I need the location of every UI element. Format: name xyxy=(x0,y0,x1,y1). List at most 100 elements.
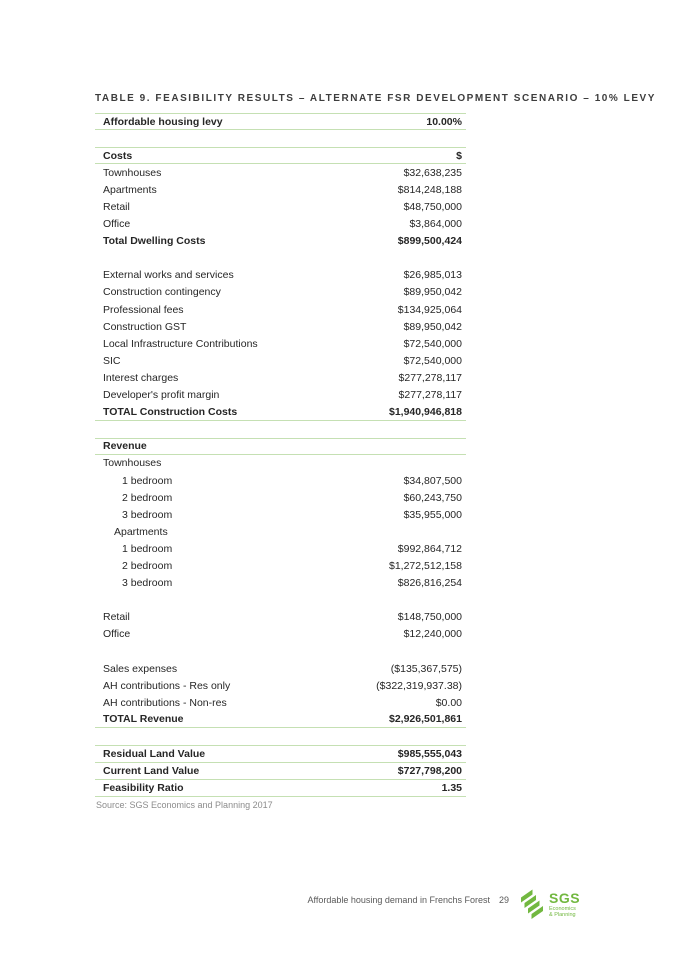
row-value: $0.00 xyxy=(435,696,462,709)
row-label: Local Infrastructure Contributions xyxy=(103,337,258,350)
table-row: Total Dwelling Costs $899,500,424 xyxy=(95,233,466,250)
row-label: Townhouses xyxy=(103,457,162,470)
row-value: $277,278,117 xyxy=(398,389,462,402)
row-label: 1 bedroom xyxy=(122,542,173,555)
table-row: Retail $148,750,000 xyxy=(95,609,466,626)
row-value: $1,940,946,818 xyxy=(389,405,462,418)
row-label: SIC xyxy=(103,354,121,367)
row-value: $148,750,000 xyxy=(397,611,462,624)
table-row: Local Infrastructure Contributions $72,54… xyxy=(95,335,466,352)
row-label: Townhouses xyxy=(103,166,162,179)
row-label: 1 bedroom xyxy=(122,474,173,487)
table-row: Current Land Value $727,798,200 xyxy=(95,763,466,780)
source-note: Source: SGS Economics and Planning 2017 xyxy=(96,800,273,810)
table-spacer-row xyxy=(95,592,466,609)
row-label: 3 bedroom xyxy=(122,577,173,590)
table-row: 2 bedroom $60,243,750 xyxy=(95,489,466,506)
row-value: ($135,367,575) xyxy=(390,662,462,675)
row-label: Office xyxy=(103,628,131,641)
row-value: $35,955,000 xyxy=(403,508,462,521)
table-row: Townhouses $32,638,235 xyxy=(95,164,466,181)
table-row: SIC $72,540,000 xyxy=(95,352,466,369)
table-spacer-row xyxy=(95,643,466,660)
row-label: AH contributions - Res only xyxy=(103,679,231,692)
row-value: $3,864,000 xyxy=(409,218,462,231)
table-row: Construction GST $89,950,042 xyxy=(95,318,466,335)
table-row: Residual Land Value $985,555,043 xyxy=(95,745,466,763)
row-label: 2 bedroom xyxy=(122,491,173,504)
row-value: $899,500,424 xyxy=(397,235,462,248)
row-value: $2,926,501,861 xyxy=(389,713,462,726)
row-value: $72,540,000 xyxy=(403,354,462,367)
row-label: Professional fees xyxy=(103,303,184,316)
table-row: Apartments xyxy=(95,523,466,540)
row-value: $89,950,042 xyxy=(403,320,462,333)
footer-doc-title: Affordable housing demand in Frenchs For… xyxy=(308,895,509,905)
table-title: TABLE 9. FEASIBILITY RESULTS – ALTERNATE… xyxy=(95,93,657,104)
footer-title-text: Affordable housing demand in Frenchs For… xyxy=(307,895,490,905)
row-value: $60,243,750 xyxy=(403,491,462,504)
table-row: AH contributions - Res only ($322,319,937… xyxy=(95,677,466,694)
row-label: AH contributions - Non-res xyxy=(103,696,227,709)
table-row: Costs $ xyxy=(95,147,466,165)
table-row: 3 bedroom $826,816,254 xyxy=(95,575,466,592)
row-label: Costs xyxy=(103,149,133,162)
row-value: $985,555,043 xyxy=(397,748,462,761)
row-value: $ xyxy=(456,149,462,162)
table-spacer-row xyxy=(95,421,466,438)
row-label: Developer's profit margin xyxy=(103,389,220,402)
row-label: Apartments xyxy=(103,183,157,196)
row-label: Revenue xyxy=(103,440,147,453)
table-row: Affordable housing levy 10.00% xyxy=(95,113,466,131)
table-row: 1 bedroom $992,864,712 xyxy=(95,540,466,557)
row-label: 2 bedroom xyxy=(122,559,173,572)
table-row: Revenue xyxy=(95,437,466,455)
table-spacer-row xyxy=(95,728,466,745)
table-row: Feasibility Ratio 1.35 xyxy=(95,780,466,797)
row-label: Retail xyxy=(103,201,130,214)
table-row: Retail $48,750,000 xyxy=(95,198,466,215)
row-value: $134,925,064 xyxy=(397,303,462,316)
row-label: Sales expenses xyxy=(103,662,178,675)
table-row: External works and services $26,985,013 xyxy=(95,267,466,284)
row-label: Interest charges xyxy=(103,371,179,384)
row-value: $48,750,000 xyxy=(403,201,462,214)
table-spacer-row xyxy=(95,130,466,147)
row-value: $34,807,500 xyxy=(403,474,462,487)
table-row: Construction contingency $89,950,042 xyxy=(95,284,466,301)
row-label: Feasibility Ratio xyxy=(103,781,184,794)
row-label: Current Land Value xyxy=(103,764,200,777)
table-row: 3 bedroom $35,955,000 xyxy=(95,506,466,523)
sgs-logo-text: SGS Economics & Planning xyxy=(549,888,580,919)
row-value: $1,272,512,158 xyxy=(389,559,462,572)
sgs-logo-icon xyxy=(521,889,543,919)
sgs-logo: SGS Economics & Planning xyxy=(518,888,580,920)
feasibility-table: Affordable housing levy 10.00% Costs $ Townh… xyxy=(95,113,466,797)
row-label: Office xyxy=(103,218,131,231)
sgs-logo-name: SGS xyxy=(549,890,581,906)
row-label: Apartments xyxy=(114,525,168,538)
row-value: 1.35 xyxy=(441,781,462,794)
row-value: ($322,319,937.38) xyxy=(376,679,462,692)
table-row: Professional fees $134,925,064 xyxy=(95,301,466,318)
row-label: Residual Land Value xyxy=(103,748,206,761)
row-value: $26,985,013 xyxy=(403,269,462,282)
row-label: TOTAL Construction Costs xyxy=(103,405,238,418)
table-row: AH contributions - Non-res $0.00 xyxy=(95,694,466,711)
table-spacer-row xyxy=(95,250,466,267)
row-value: 10.00% xyxy=(426,115,462,128)
sgs-logo-subtitle: Economics & Planning xyxy=(549,906,576,919)
table-row: TOTAL Revenue $2,926,501,861 xyxy=(95,711,466,729)
row-value: $72,540,000 xyxy=(403,337,462,350)
row-label: 3 bedroom xyxy=(122,508,173,521)
row-value: $992,864,712 xyxy=(397,542,462,555)
row-value: $277,278,117 xyxy=(398,371,462,384)
table-row: Office $12,240,000 xyxy=(95,626,466,643)
row-value: $727,798,200 xyxy=(397,764,462,777)
row-label: Retail xyxy=(103,611,130,624)
row-value: $32,638,235 xyxy=(403,166,462,179)
table-row: Townhouses xyxy=(95,455,466,472)
row-label: Total Dwelling Costs xyxy=(103,235,206,248)
row-value: $814,248,188 xyxy=(397,183,462,196)
